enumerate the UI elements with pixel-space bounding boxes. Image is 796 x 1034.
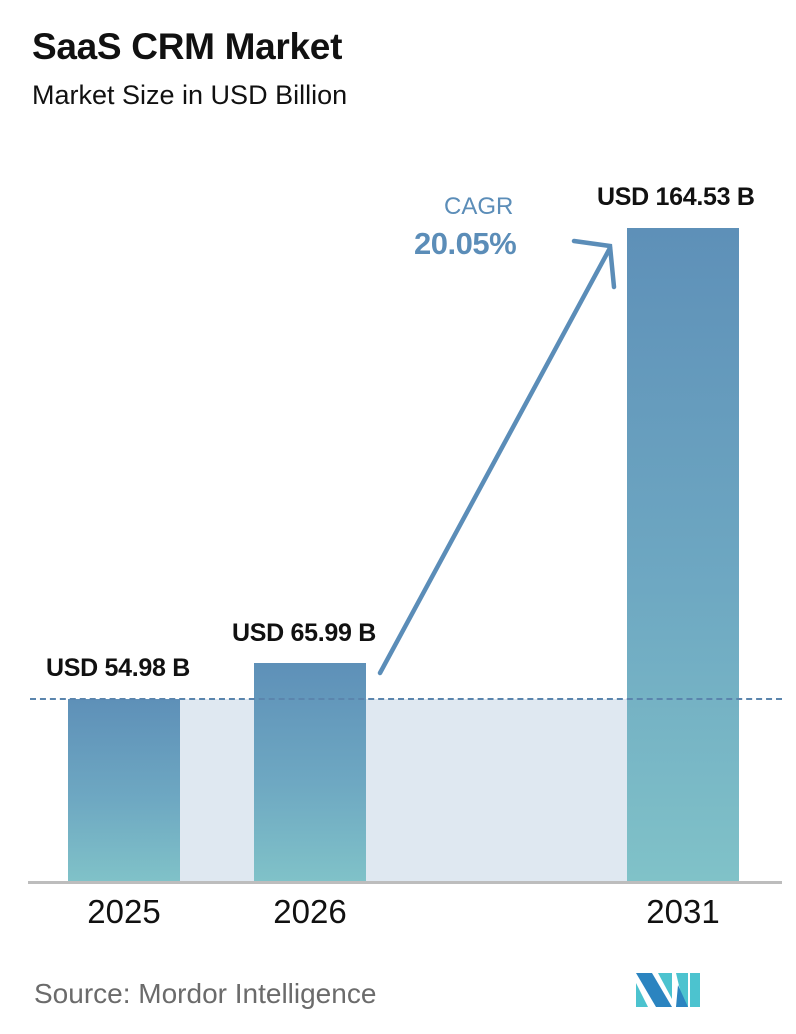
x-tick-2031: 2031: [646, 893, 720, 930]
reference-dashed-line: [30, 698, 782, 700]
x-tick-2026: 2026: [273, 893, 347, 930]
bar-value-label-2025: USD 54.98 B: [46, 654, 190, 682]
source-note: Source: Mordor Intelligence: [34, 978, 377, 1009]
x-tick-2025: 2025: [87, 893, 161, 930]
cagr-label: CAGR: [444, 193, 514, 220]
x-axis-baseline: [28, 881, 782, 884]
bar-2025: [68, 699, 180, 882]
bar-value-label-2031: USD 164.53 B: [597, 183, 755, 211]
bar-value-label-2026: USD 65.99 B: [232, 619, 376, 647]
mordor-intelligence-logo-icon: [636, 973, 702, 1014]
cagr-value: 20.05%: [414, 226, 517, 261]
bar-2031: [627, 228, 739, 882]
chart-title: SaaS CRM Market: [32, 26, 343, 67]
chart-subtitle: Market Size in USD Billion: [32, 80, 348, 110]
